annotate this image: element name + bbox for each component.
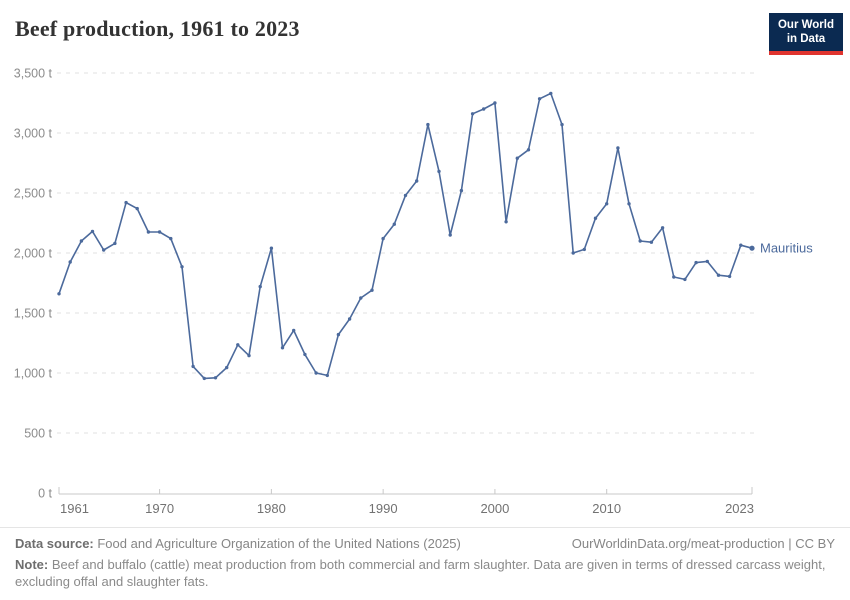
y-tick-label: 500 t: [24, 427, 52, 441]
data-point: [135, 206, 139, 211]
data-point: [705, 259, 709, 264]
data-point: [113, 241, 117, 246]
data-point: [605, 202, 609, 206]
data-source: Data source: Food and Agriculture Organi…: [15, 535, 461, 553]
y-tick-label: 2,000 t: [14, 247, 53, 261]
data-point: [191, 364, 195, 369]
data-point: [672, 275, 676, 279]
data-point: [426, 122, 430, 127]
data-point: [716, 273, 721, 277]
data-point: [280, 346, 285, 350]
page-title: Beef production, 1961 to 2023: [15, 16, 300, 41]
note-text: Beef and buffalo (cattle) meat productio…: [15, 556, 826, 590]
data-point: [157, 230, 162, 234]
data-point: [57, 292, 61, 296]
data-point: [627, 202, 631, 206]
x-tick-label: 1970: [145, 501, 174, 516]
data-point: [694, 260, 698, 265]
data-point: [124, 200, 128, 205]
data-point: [683, 277, 687, 282]
data-point: [515, 156, 519, 160]
chart-footer: Data source: Food and Agriculture Organi…: [0, 527, 850, 600]
data-point: [292, 328, 296, 333]
owid-logo-line1: Our World: [777, 19, 834, 31]
data-point: [493, 101, 497, 105]
data-point: [169, 236, 173, 241]
data-point: [549, 91, 553, 96]
y-tick-label: 2,500 t: [14, 187, 53, 201]
data-point: [90, 229, 95, 234]
owid-logo-line2: in Data: [786, 33, 826, 46]
x-tick-label: 1980: [257, 501, 286, 516]
data-point: [504, 220, 508, 224]
data-point: [102, 248, 106, 252]
data-point: [359, 296, 363, 300]
data-point: [649, 240, 654, 244]
data-point: [202, 376, 206, 381]
data-point: [269, 246, 274, 250]
data-point: [571, 251, 575, 255]
owid-logo: Our World in Data: [769, 13, 843, 55]
data-point: [415, 179, 419, 183]
data-point: [638, 239, 642, 243]
data-point: [247, 353, 251, 358]
data-point: [560, 122, 564, 127]
series-line: [58, 92, 753, 380]
license-link[interactable]: OurWorldinData.org/meat-production | CC …: [571, 536, 835, 551]
data-point: [325, 373, 329, 378]
data-point: [68, 260, 72, 264]
data-point: [739, 243, 743, 247]
y-tick-label: 1,000 t: [14, 367, 53, 381]
data-point: [482, 107, 486, 111]
data-point: [727, 274, 732, 279]
data-point: [526, 148, 531, 152]
data-point: [225, 365, 229, 370]
data-point: [370, 288, 374, 292]
data-point: [537, 97, 542, 101]
note-label: Note:: [15, 556, 49, 572]
x-tick-label: 2010: [592, 501, 621, 516]
data-point: [660, 226, 665, 230]
y-tick-label: 3,500 t: [14, 67, 53, 81]
data-point: [593, 216, 598, 220]
chart-note: Note: Beef and buffalo (cattle) meat pro…: [15, 556, 835, 591]
data-point: [749, 245, 755, 251]
data-point: [403, 193, 408, 198]
x-tick-label: 1990: [369, 501, 398, 516]
data-point: [336, 332, 341, 337]
data-point: [616, 146, 620, 150]
data-point: [146, 230, 151, 234]
x-tick-label: 2000: [480, 501, 509, 516]
data-source-label: Data source:: [15, 536, 94, 551]
data-point: [459, 188, 464, 193]
data-point: [448, 233, 452, 237]
data-point: [347, 317, 352, 321]
data-point: [213, 376, 218, 380]
data-point: [180, 265, 184, 269]
y-tick-label: 3,000 t: [14, 127, 53, 141]
series-label[interactable]: Mauritius: [760, 241, 813, 256]
data-point: [303, 352, 307, 357]
y-tick-label: 1,500 t: [14, 307, 53, 321]
data-point: [314, 371, 318, 375]
data-point: [437, 169, 441, 174]
data-point: [381, 236, 385, 241]
data-point: [79, 239, 84, 243]
data-point: [582, 247, 586, 252]
y-tick-label: 0 t: [38, 487, 52, 501]
data-point: [392, 222, 396, 226]
x-tick-label: 1961: [60, 501, 89, 516]
data-point: [236, 343, 240, 347]
data-point: [258, 284, 262, 289]
x-tick-label: 2023: [725, 501, 754, 516]
data-source-text: Food and Agriculture Organization of the…: [93, 536, 461, 551]
data-point: [470, 112, 475, 116]
